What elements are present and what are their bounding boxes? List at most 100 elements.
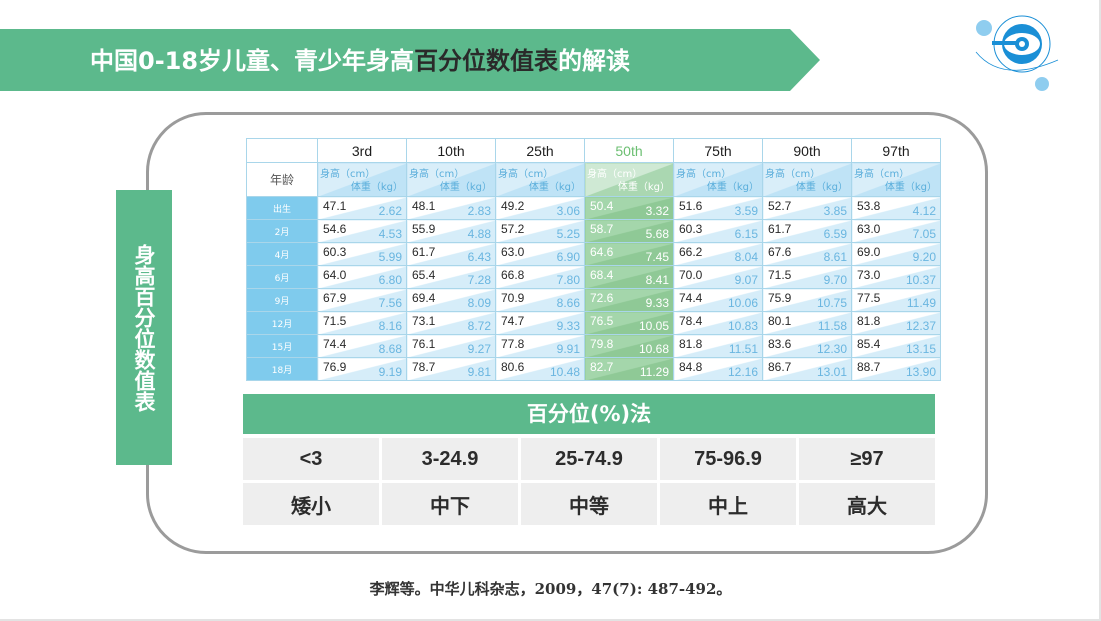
weight-value: 8.66 [556, 296, 580, 310]
value-cell: 66.2 8.04 [673, 242, 763, 266]
height-value: 53.8 [857, 199, 881, 213]
weight-unit-label: 体重（kg） [884, 182, 937, 193]
height-value: 80.1 [768, 314, 792, 328]
category-cell: 矮小 [243, 483, 379, 525]
weight-value: 6.15 [734, 227, 758, 241]
table-row: 15月 74.4 8.68 76.1 9.27 77.8 9.91 79.8 10.68 81.8… [246, 334, 941, 358]
value-cell: 52.7 3.85 [762, 196, 852, 220]
weight-value: 11.49 [906, 296, 936, 310]
height-value: 49.2 [501, 199, 525, 213]
height-value: 54.6 [323, 222, 347, 236]
value-cell: 51.6 3.59 [673, 196, 763, 220]
weight-value: 7.28 [467, 273, 491, 287]
height-value: 70.0 [679, 268, 703, 282]
percentile-header: 97th [851, 138, 941, 163]
age-cell: 18月 [246, 357, 318, 381]
weight-value: 8.09 [467, 296, 491, 310]
height-value: 48.1 [412, 199, 436, 213]
height-value: 78.7 [412, 360, 436, 374]
height-value: 70.9 [501, 291, 525, 305]
weight-value: 4.88 [467, 227, 491, 241]
value-cell: 69.4 8.09 [406, 288, 496, 312]
height-unit-label: 身高（cm） [409, 169, 465, 180]
weight-value: 6.43 [467, 250, 491, 264]
weight-value: 10.75 [816, 296, 847, 310]
percentile-table: 3rd 10th 25th 50th 75th 90th 97th 年龄 身高（… [246, 138, 941, 381]
range-cell: 75-96.9 [660, 438, 796, 480]
age-cell: 15月 [246, 334, 318, 358]
hospital-logo-icon [975, 15, 1059, 91]
height-value: 69.4 [412, 291, 436, 305]
weight-value: 11.51 [728, 342, 758, 356]
value-cell: 80.1 11.58 [762, 311, 852, 335]
weight-value: 4.12 [912, 204, 936, 218]
age-header: 年龄 [246, 162, 318, 197]
weight-value: 7.05 [912, 227, 936, 241]
sub-header: 身高（cm） 体重（kg） [851, 162, 941, 197]
value-cell: 70.0 9.07 [673, 265, 763, 289]
weight-value: 3.59 [734, 204, 758, 218]
height-value: 78.4 [679, 314, 703, 328]
height-value: 63.0 [501, 245, 525, 259]
percentile-header-row: 3rd 10th 25th 50th 75th 90th 97th [246, 138, 941, 163]
weight-value: 12.30 [816, 342, 847, 356]
height-value: 50.4 [590, 199, 614, 213]
weight-value: 5.68 [645, 227, 669, 241]
value-cell: 60.3 6.15 [673, 219, 763, 243]
height-value: 67.6 [768, 245, 792, 259]
height-value: 71.5 [768, 268, 792, 282]
weight-value: 9.07 [734, 273, 758, 287]
height-value: 66.8 [501, 268, 525, 282]
table-row: 4月 60.3 5.99 61.7 6.43 63.0 6.90 64.6 7.45 66.2 8.… [246, 242, 941, 266]
height-value: 73.0 [857, 268, 881, 282]
weight-value: 9.33 [645, 296, 669, 310]
value-cell: 88.7 13.90 [851, 357, 941, 381]
height-unit-label: 身高（cm） [498, 169, 554, 180]
value-cell: 81.8 12.37 [851, 311, 941, 335]
height-unit-label: 身高（cm） [676, 169, 732, 180]
value-cell: 78.4 10.83 [673, 311, 763, 335]
age-cell: 4月 [246, 242, 318, 266]
sub-header: 身高（cm） 体重（kg） [495, 162, 585, 197]
value-cell: 63.0 7.05 [851, 219, 941, 243]
method-grid: <3 3-24.9 25-74.9 75-96.9 ≥97 矮小 中下 中等 中… [243, 438, 935, 525]
height-value: 64.6 [590, 245, 614, 259]
weight-value: 10.05 [638, 319, 669, 333]
weight-value: 3.85 [823, 204, 847, 218]
value-cell: 63.0 6.90 [495, 242, 585, 266]
value-cell: 74.4 10.06 [673, 288, 763, 312]
value-cell: 67.6 8.61 [762, 242, 852, 266]
table-row: 12月 71.5 8.16 73.1 8.72 74.7 9.33 76.5 10.05 78.4… [246, 311, 941, 335]
height-value: 72.6 [590, 291, 614, 305]
height-value: 65.4 [412, 268, 436, 282]
sub-header: 身高（cm） 体重（kg） [762, 162, 852, 197]
value-cell: 72.6 9.33 [584, 288, 674, 312]
height-unit-label: 身高（cm） [587, 169, 643, 180]
weight-value: 3.32 [645, 204, 669, 218]
category-cell: 高大 [799, 483, 935, 525]
value-cell: 65.4 7.28 [406, 265, 496, 289]
page-title: 中国0-18岁儿童、青少年身高百分位数值表的解读 [90, 44, 630, 78]
range-cell: <3 [243, 438, 379, 480]
weight-value: 6.59 [823, 227, 847, 241]
weight-value: 5.25 [556, 227, 580, 241]
value-cell: 83.6 12.30 [762, 334, 852, 358]
height-value: 71.5 [323, 314, 347, 328]
percentile-header: 50th [584, 138, 674, 163]
sub-header-row: 年龄 身高（cm） 体重（kg） 身高（cm） 体重（kg） 身高（cm） 体重（kg… [246, 162, 941, 197]
value-cell: 50.4 3.32 [584, 196, 674, 220]
value-cell: 54.6 4.53 [317, 219, 407, 243]
weight-unit-label: 体重（kg） [528, 182, 581, 193]
table-row: 18月 76.9 9.19 78.7 9.81 80.6 10.48 82.7 11.29 84.… [246, 357, 941, 381]
age-cell: 6月 [246, 265, 318, 289]
value-cell: 80.6 10.48 [495, 357, 585, 381]
weight-value: 8.61 [823, 250, 847, 264]
weight-value: 6.90 [556, 250, 580, 264]
value-cell: 64.6 7.45 [584, 242, 674, 266]
height-value: 84.8 [679, 360, 703, 374]
weight-value: 13.15 [905, 342, 936, 356]
height-value: 79.8 [590, 337, 614, 351]
percentile-header: 90th [762, 138, 852, 163]
value-cell: 64.0 6.80 [317, 265, 407, 289]
